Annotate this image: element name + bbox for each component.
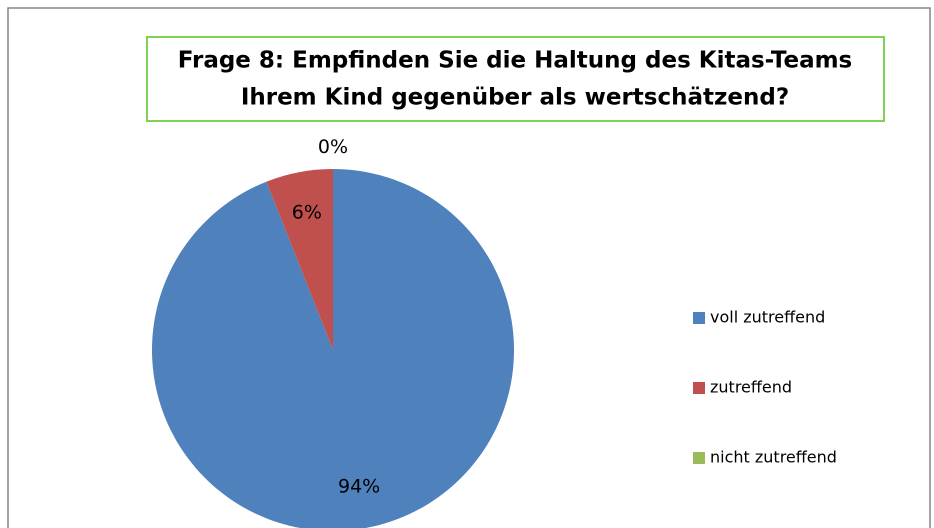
data-label: 94%: [338, 475, 380, 497]
pie-slice: [266, 169, 333, 350]
pie-slice: [152, 169, 514, 528]
legend-label: voll zutreffend: [710, 308, 825, 327]
legend-swatch: [693, 382, 705, 394]
legend-swatch: [693, 452, 705, 464]
data-label: 0%: [318, 136, 348, 158]
chart-title: Frage 8: Empfinden Sie die Haltung des K…: [178, 48, 853, 74]
data-label: 6%: [292, 202, 322, 224]
legend-label: zutreffend: [710, 378, 792, 397]
legend-swatch: [693, 312, 705, 324]
title-box: [146, 36, 885, 122]
legend-label: nicht zutreffend: [710, 448, 837, 467]
chart-title: Ihrem Kind gegenüber als wertschätzend?: [241, 85, 789, 111]
